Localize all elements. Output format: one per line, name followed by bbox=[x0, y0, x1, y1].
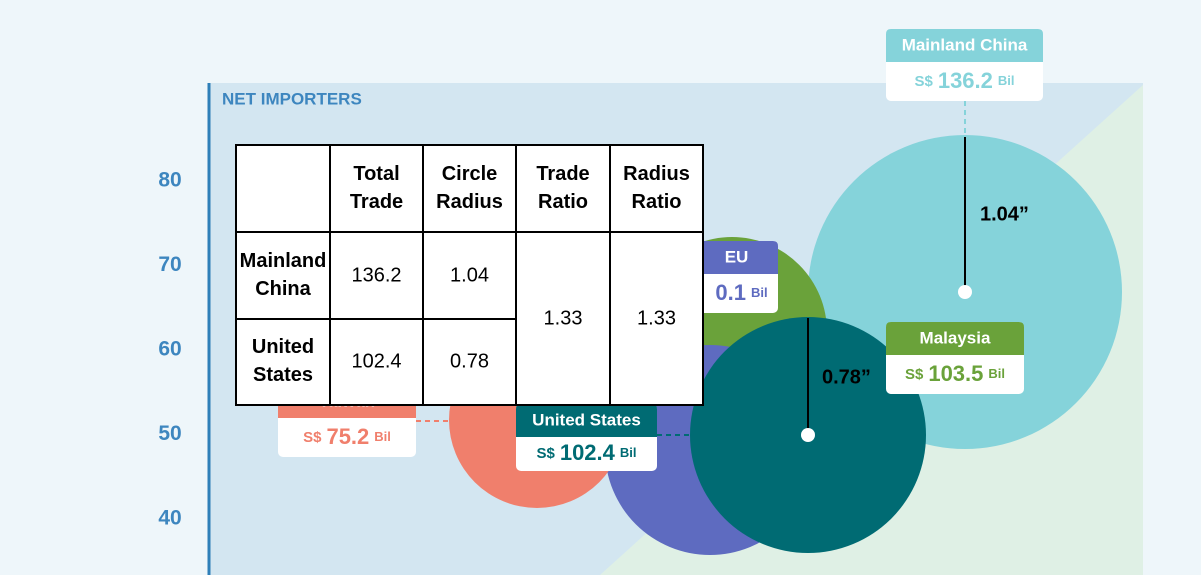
value-unit: Bil bbox=[374, 429, 391, 444]
y-tick-label: 70 bbox=[158, 253, 181, 276]
row-label: Mainland China bbox=[240, 250, 327, 300]
table-cell: 0.78 bbox=[450, 350, 489, 372]
table-cell: 136.2 bbox=[351, 264, 401, 286]
table-cell: 1.33 bbox=[637, 307, 676, 329]
callout: Malaysia S$ 103.5 Bil bbox=[886, 322, 1024, 394]
center-dot bbox=[958, 285, 972, 299]
table-header: Circle Radius bbox=[436, 163, 503, 213]
value-number: 102.4 bbox=[560, 440, 616, 465]
callout-value: S$ 136.2 Bil bbox=[914, 68, 1014, 93]
value-number: 75.2 bbox=[326, 424, 369, 449]
callout-value: S$ 75.2 Bil bbox=[303, 424, 391, 449]
value-number: 136.2 bbox=[938, 68, 993, 93]
table-frame bbox=[235, 144, 704, 406]
callout-header bbox=[886, 322, 1024, 355]
table: Total Trade Circle Radius Trade Ratio Radius Ra… bbox=[235, 144, 704, 406]
value-prefix: S$ bbox=[905, 366, 924, 383]
value-prefix: S$ bbox=[303, 429, 322, 446]
annotation: 0.78” bbox=[822, 366, 871, 388]
row-label: United States bbox=[252, 336, 314, 386]
value-prefix: S$ bbox=[536, 445, 555, 462]
center-dot bbox=[801, 428, 815, 442]
callout-value: 0.1 Bil bbox=[715, 280, 767, 305]
table-header: Radius Ratio bbox=[623, 163, 690, 213]
y-tick-label: 50 bbox=[158, 422, 181, 445]
callout-name: Mainland China bbox=[902, 35, 1028, 54]
callout-name: Malaysia bbox=[920, 328, 991, 347]
value-number: 0.1 bbox=[715, 280, 746, 305]
value-unit: Bil bbox=[988, 366, 1005, 381]
table-cell: 1.33 bbox=[544, 307, 583, 329]
callout-header bbox=[886, 29, 1043, 62]
y-tick-label: 40 bbox=[158, 507, 181, 530]
value-unit: Bil bbox=[620, 445, 637, 460]
callout: United States S$ 102.4 Bil bbox=[516, 404, 657, 471]
callout-header bbox=[695, 241, 778, 274]
table-header: Total Trade bbox=[350, 163, 403, 213]
table-rules bbox=[236, 145, 703, 405]
y-tick-label: 80 bbox=[158, 169, 181, 192]
value-prefix: S$ bbox=[914, 73, 933, 90]
callout: EU 0.1 Bil bbox=[695, 241, 778, 313]
callout-header bbox=[516, 404, 657, 437]
value-unit: Bil bbox=[998, 73, 1015, 88]
table-header: Trade Ratio bbox=[536, 163, 589, 213]
annotation: 1.04” bbox=[980, 203, 1029, 225]
value-number: 103.5 bbox=[928, 361, 983, 386]
table-cell: 102.4 bbox=[351, 350, 401, 372]
callout-value: S$ 102.4 Bil bbox=[536, 440, 636, 465]
callout: Mainland China S$ 136.2 Bil bbox=[886, 29, 1043, 101]
callout-name: United States bbox=[532, 410, 641, 429]
value-unit: Bil bbox=[751, 285, 768, 300]
callout-name: EU bbox=[725, 247, 749, 266]
y-tick-label: 60 bbox=[158, 338, 181, 361]
region-label: NET IMPORTERS bbox=[222, 89, 362, 108]
callout-value: S$ 103.5 Bil bbox=[905, 361, 1005, 386]
table-cell: 1.04 bbox=[450, 264, 489, 286]
